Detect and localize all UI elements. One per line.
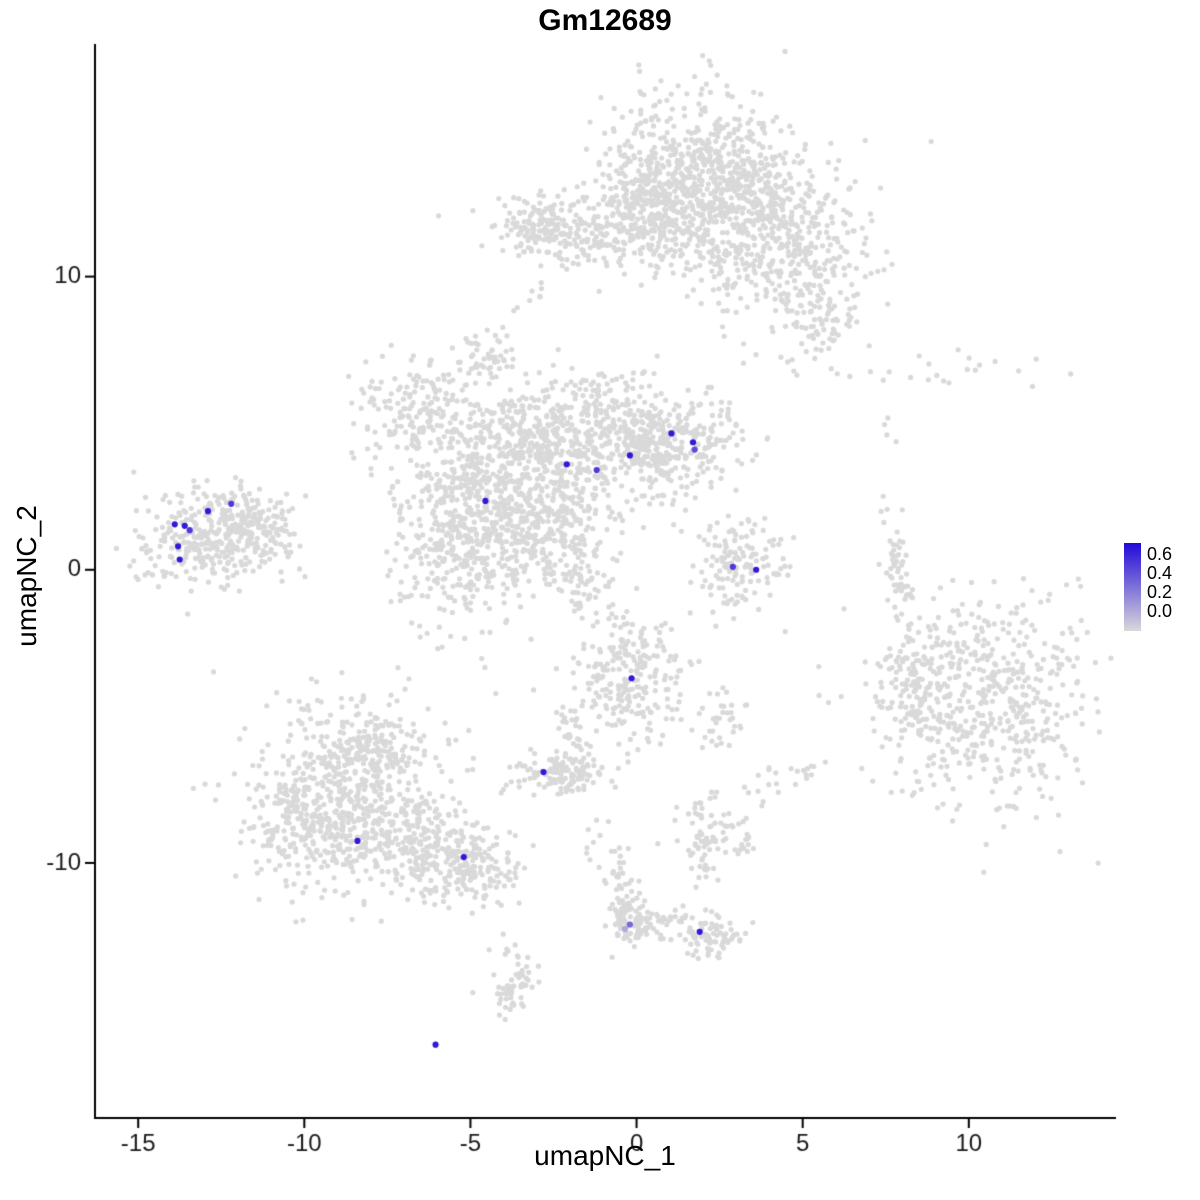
x-axis-label: umapNC_1 (534, 1140, 676, 1171)
legend-tick-label: 0.0 (1147, 601, 1173, 621)
expression-legend: 0.6 0.4 0.2 0.0 (1124, 543, 1194, 635)
legend-gradient-bar (1124, 543, 1141, 631)
plot-title: Gm12689 (538, 4, 672, 37)
legend-tick-label: 0.4 (1147, 563, 1173, 583)
y-axis-label: umapNC_2 (11, 505, 42, 647)
legend-tick-label: 0.6 (1147, 544, 1173, 564)
legend-tick-label: 0.2 (1147, 582, 1173, 602)
